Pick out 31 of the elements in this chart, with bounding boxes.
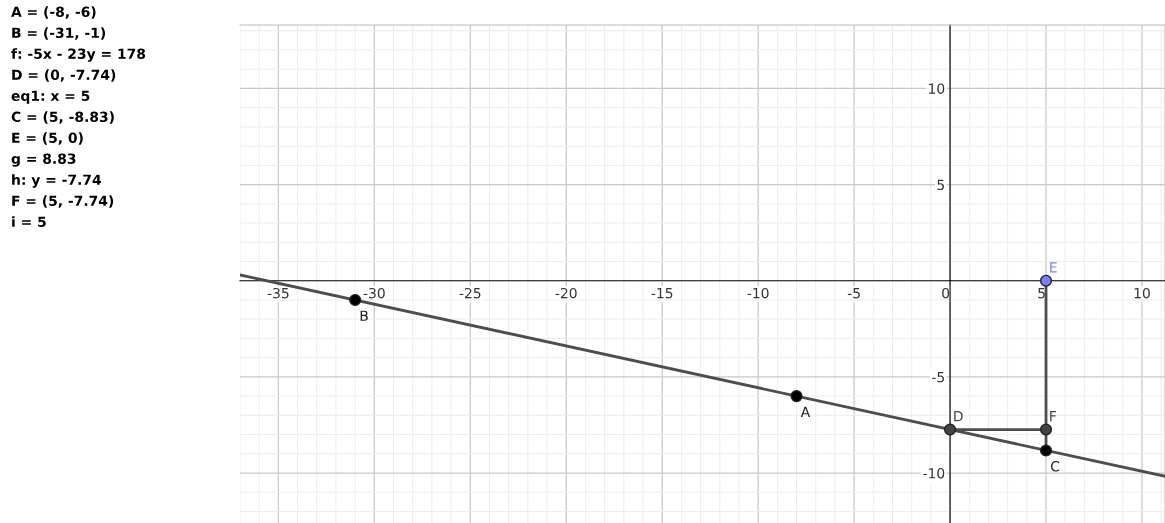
text: A = (-8, -6) <box>11 6 96 19</box>
text: i = 5 <box>12 216 46 228</box>
x-tick-label: -25 <box>459 287 481 299</box>
y-tick-label: 10 <box>929 83 945 94</box>
series-label: F <box>1050 411 1056 422</box>
text: C = (5, -8.83) <box>11 111 114 124</box>
text: g = 8.83 <box>11 153 76 167</box>
x-tick-label: 0 <box>942 287 950 299</box>
x-tick-label: -30 <box>363 287 385 299</box>
x-tick-label: -20 <box>555 287 577 299</box>
text: B = (-31, -1) <box>12 27 106 40</box>
series-label: A <box>800 406 811 417</box>
text: h: y = -7.74 <box>12 174 102 188</box>
x-tick-label: 10 <box>1134 287 1150 299</box>
text: eq1: x = 5 <box>11 90 90 104</box>
text: D = (0, -7.74) <box>12 69 116 82</box>
y-tick-label: 5 <box>937 179 944 191</box>
x-tick-label: -15 <box>651 288 673 299</box>
text: f: -5x - 23y = 178 <box>11 48 146 62</box>
series-label: B <box>360 310 368 321</box>
x-tick-label: -10 <box>747 287 769 299</box>
series-label: E <box>1050 262 1057 273</box>
text: F = (5, -7.74) <box>12 195 114 208</box>
y-tick-label: -5 <box>932 372 944 383</box>
x-tick-label: -35 <box>267 287 289 299</box>
y-tick-label: -10 <box>923 467 945 479</box>
x-tick-label: 5 <box>1038 288 1045 299</box>
x-tick-label: -5 <box>847 288 860 299</box>
series-label: D <box>954 411 963 422</box>
text: E = (5, 0) <box>12 132 83 145</box>
series-label: C <box>1050 461 1060 472</box>
